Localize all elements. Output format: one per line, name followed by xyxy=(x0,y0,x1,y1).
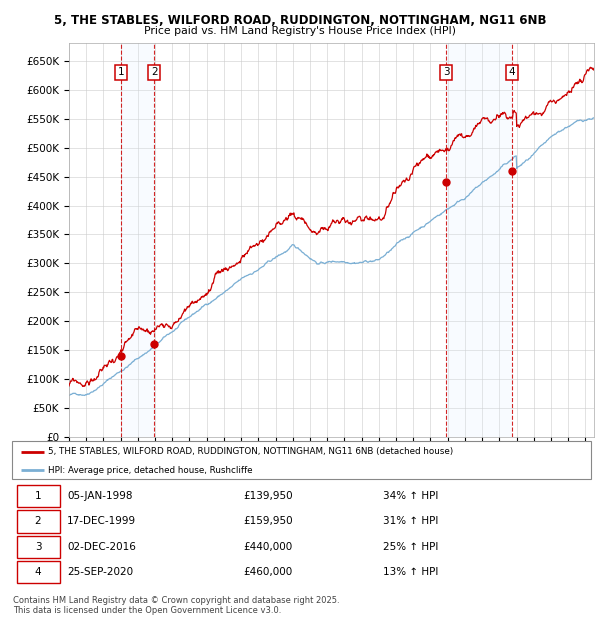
Bar xyxy=(446,43,512,437)
Text: 17-DEC-1999: 17-DEC-1999 xyxy=(67,516,136,526)
Text: 25-SEP-2020: 25-SEP-2020 xyxy=(67,567,133,577)
FancyBboxPatch shape xyxy=(17,536,60,558)
FancyBboxPatch shape xyxy=(17,510,60,533)
Text: 1: 1 xyxy=(118,68,125,78)
Text: 4: 4 xyxy=(509,68,515,78)
Text: £159,950: £159,950 xyxy=(244,516,293,526)
Text: 5, THE STABLES, WILFORD ROAD, RUDDINGTON, NOTTINGHAM, NG11 6NB: 5, THE STABLES, WILFORD ROAD, RUDDINGTON… xyxy=(54,14,546,27)
FancyBboxPatch shape xyxy=(17,561,60,583)
Text: 2: 2 xyxy=(35,516,41,526)
Text: 3: 3 xyxy=(35,542,41,552)
Text: 02-DEC-2016: 02-DEC-2016 xyxy=(67,542,136,552)
Text: This data is licensed under the Open Government Licence v3.0.: This data is licensed under the Open Gov… xyxy=(13,606,281,616)
Text: 1: 1 xyxy=(35,491,41,501)
Text: Price paid vs. HM Land Registry's House Price Index (HPI): Price paid vs. HM Land Registry's House … xyxy=(144,26,456,36)
Text: 25% ↑ HPI: 25% ↑ HPI xyxy=(383,542,438,552)
Text: 31% ↑ HPI: 31% ↑ HPI xyxy=(383,516,438,526)
Text: 3: 3 xyxy=(443,68,449,78)
Text: £139,950: £139,950 xyxy=(244,491,293,501)
Text: £440,000: £440,000 xyxy=(244,542,293,552)
FancyBboxPatch shape xyxy=(12,441,591,479)
Bar xyxy=(121,43,154,437)
Text: Contains HM Land Registry data © Crown copyright and database right 2025.: Contains HM Land Registry data © Crown c… xyxy=(13,596,340,606)
Text: 2: 2 xyxy=(151,68,158,78)
Text: 4: 4 xyxy=(35,567,41,577)
Text: 5, THE STABLES, WILFORD ROAD, RUDDINGTON, NOTTINGHAM, NG11 6NB (detached house): 5, THE STABLES, WILFORD ROAD, RUDDINGTON… xyxy=(48,448,453,456)
FancyBboxPatch shape xyxy=(17,485,60,507)
Text: HPI: Average price, detached house, Rushcliffe: HPI: Average price, detached house, Rush… xyxy=(48,466,253,475)
Text: £460,000: £460,000 xyxy=(244,567,293,577)
Text: 34% ↑ HPI: 34% ↑ HPI xyxy=(383,491,438,501)
Text: 05-JAN-1998: 05-JAN-1998 xyxy=(67,491,133,501)
Text: 13% ↑ HPI: 13% ↑ HPI xyxy=(383,567,438,577)
